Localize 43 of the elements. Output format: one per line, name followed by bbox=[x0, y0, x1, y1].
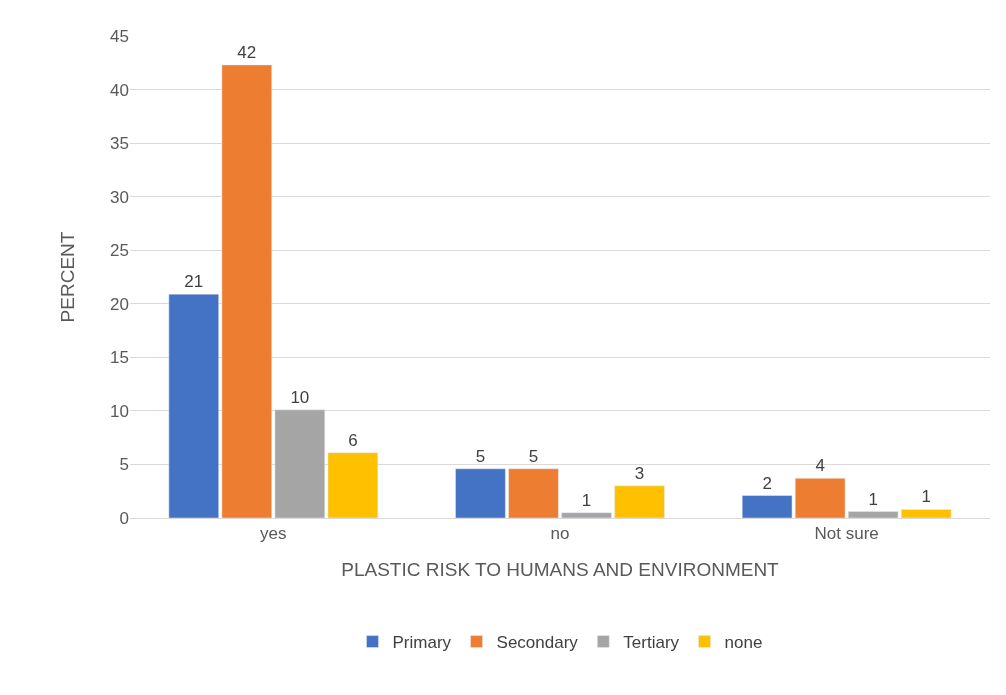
data-label: 1 bbox=[581, 490, 592, 510]
data-label: 6 bbox=[348, 430, 358, 450]
bar bbox=[741, 495, 793, 518]
data-label: 1 bbox=[921, 487, 931, 507]
x-tick-label: no bbox=[550, 524, 570, 544]
x-tick-label: Not sure bbox=[814, 524, 879, 544]
data-label: 4 bbox=[815, 456, 825, 476]
y-tick-label: 25 bbox=[110, 241, 129, 261]
bar bbox=[901, 509, 952, 518]
bar bbox=[794, 478, 846, 518]
y-tick-label: 30 bbox=[110, 187, 129, 207]
bar bbox=[455, 468, 506, 518]
data-label: 5 bbox=[475, 446, 486, 466]
y-tick-label: 5 bbox=[119, 455, 129, 475]
data-label: 3 bbox=[634, 463, 645, 483]
data-label: 2 bbox=[762, 473, 772, 493]
y-tick-label: 35 bbox=[110, 134, 129, 154]
data-label: 10 bbox=[290, 387, 310, 407]
bar bbox=[508, 468, 559, 518]
data-label: 42 bbox=[237, 42, 257, 62]
x-tick-label: yes bbox=[260, 524, 287, 544]
y-tick-label: 10 bbox=[110, 401, 129, 421]
y-axis-title: PERCENT bbox=[56, 231, 78, 323]
legend-label: Tertiary bbox=[623, 633, 680, 653]
bar bbox=[168, 293, 219, 518]
data-label: 1 bbox=[868, 489, 878, 509]
y-tick-label: 45 bbox=[110, 26, 129, 46]
y-tick-label: 0 bbox=[119, 508, 129, 528]
y-tick-label: 15 bbox=[110, 348, 129, 368]
legend-label: Secondary bbox=[496, 633, 579, 653]
bar bbox=[327, 452, 379, 518]
x-axis-title: PLASTIC RISK TO HUMANS AND ENVIRONMENT bbox=[341, 559, 780, 581]
bar bbox=[614, 485, 665, 518]
data-label: 21 bbox=[184, 272, 204, 292]
bar bbox=[561, 512, 612, 518]
bar bbox=[274, 409, 326, 518]
legend-label: Primary bbox=[392, 633, 452, 653]
legend-label: none bbox=[724, 633, 763, 653]
data-label: 5 bbox=[528, 446, 539, 466]
y-tick-label: 40 bbox=[110, 80, 129, 100]
bar bbox=[221, 64, 272, 518]
bar bbox=[848, 511, 899, 518]
y-tick-label: 20 bbox=[110, 294, 129, 314]
